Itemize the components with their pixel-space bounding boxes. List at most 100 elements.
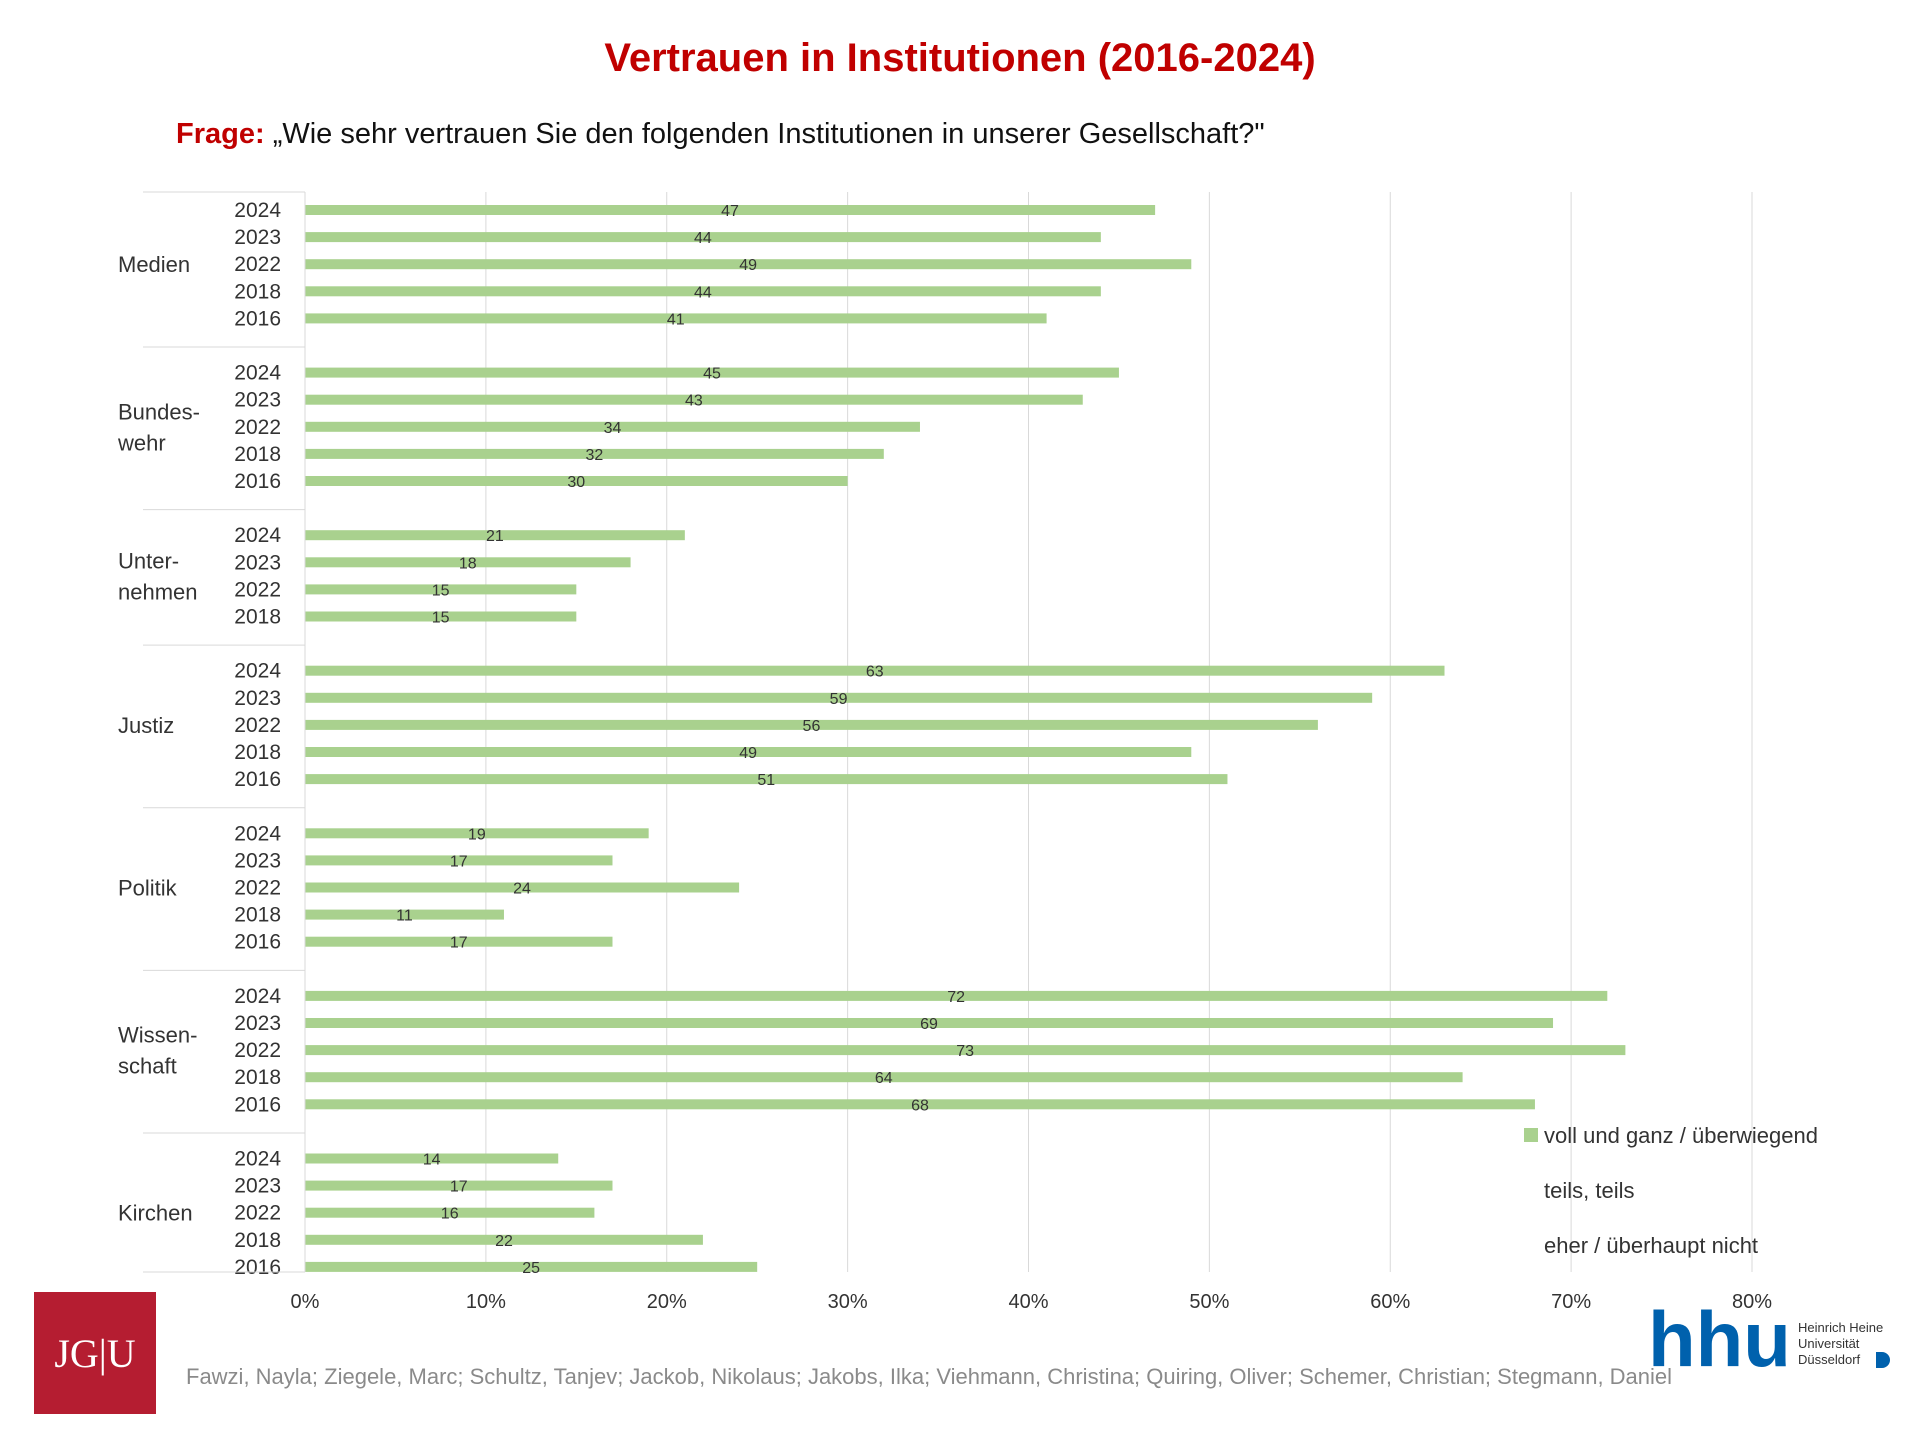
data-label: 59	[830, 691, 848, 708]
group-label: Kirchen	[118, 1201, 193, 1226]
year-label: 2016	[234, 470, 281, 493]
bar	[305, 855, 613, 866]
data-label: 11	[396, 908, 413, 925]
author-credits: Fawzi, Nayla; Ziegele, Marc; Schultz, Ta…	[186, 1364, 1673, 1389]
year-label: 2022	[234, 253, 281, 276]
hhu-logo-mark	[1876, 1352, 1890, 1368]
x-tick-label: 30%	[828, 1291, 868, 1313]
legend-entry: teils, teils	[1544, 1178, 1634, 1203]
year-label: 2016	[234, 768, 281, 791]
year-label: 2018	[234, 904, 281, 927]
bar	[305, 1153, 559, 1164]
data-label: 18	[459, 555, 477, 572]
hhu-logo: hhu Heinrich Heine Universität Düsseldor…	[1648, 1304, 1890, 1383]
bar	[305, 747, 1192, 757]
group-label: Justiz	[118, 713, 174, 738]
group-label: nehmen	[118, 579, 198, 604]
group-label: Medien	[118, 252, 190, 277]
chart-title: Vertrauen in Institutionen (2016-2024)	[604, 36, 1316, 80]
hhu-subtitle-3: Düsseldorf	[1798, 1352, 1861, 1367]
data-label: 14	[423, 1152, 441, 1169]
data-label: 34	[604, 420, 622, 437]
year-label: 2016	[234, 307, 281, 330]
year-label: 2022	[234, 416, 281, 439]
bar	[305, 1234, 703, 1245]
data-label: 19	[468, 826, 486, 843]
question-text: „Wie sehr vertrauen Sie den folgenden In…	[272, 118, 1265, 150]
x-tick-label: 50%	[1189, 1291, 1229, 1313]
bar	[305, 665, 1445, 676]
year-label: 2022	[234, 1202, 281, 1225]
bar	[305, 1261, 758, 1272]
year-label: 2016	[234, 1256, 281, 1279]
data-label: 45	[703, 366, 721, 383]
year-label: 2024	[234, 199, 281, 222]
year-label: 2016	[234, 1093, 281, 1116]
year-label: 2022	[234, 1039, 281, 1062]
bar	[305, 259, 1192, 270]
x-tick-label: 60%	[1370, 1291, 1410, 1313]
jgu-logo-text: JG|U	[54, 1330, 136, 1376]
data-label: 32	[586, 447, 604, 464]
jgu-logo: JG|U	[34, 1292, 156, 1414]
x-tick-label: 20%	[647, 1291, 687, 1313]
year-label: 2022	[234, 877, 281, 900]
group-label: wehr	[117, 430, 166, 455]
bar	[305, 205, 1156, 215]
data-label: 21	[486, 528, 504, 545]
legend-entry: eher / überhaupt nicht	[1544, 1233, 1758, 1258]
bar	[305, 476, 848, 486]
data-label: 56	[803, 718, 821, 735]
bar	[305, 367, 1119, 378]
bar	[305, 692, 1373, 703]
year-label: 2023	[234, 1175, 281, 1198]
x-tick-label: 10%	[466, 1291, 506, 1313]
x-tick-label: 70%	[1551, 1291, 1591, 1313]
x-tick-label: 40%	[1008, 1291, 1048, 1313]
bar	[305, 828, 649, 839]
bar	[305, 232, 1101, 243]
year-label: 2018	[234, 606, 281, 629]
data-label: 24	[513, 881, 531, 898]
bar	[305, 313, 1047, 324]
data-label: 51	[757, 772, 775, 789]
year-label: 2024	[234, 362, 281, 385]
x-tick-label: 0%	[291, 1291, 320, 1313]
data-label: 72	[947, 989, 965, 1006]
group-label: Politik	[118, 876, 178, 901]
data-label: 17	[450, 853, 468, 870]
group-label: Unter-	[118, 548, 179, 573]
legend-swatch	[1524, 1128, 1538, 1142]
year-label: 2016	[234, 931, 281, 954]
data-label: 63	[866, 664, 884, 681]
bar	[305, 1045, 1626, 1056]
data-label: 69	[920, 1016, 938, 1033]
bar	[305, 774, 1228, 785]
bar	[305, 611, 577, 622]
year-label: 2023	[234, 849, 281, 872]
bar	[305, 990, 1608, 1001]
data-label: 15	[432, 582, 450, 599]
bar	[305, 394, 1083, 405]
bar	[305, 1072, 1463, 1083]
x-tick-label: 80%	[1732, 1291, 1772, 1313]
bar	[305, 1099, 1535, 1110]
legend-entry: voll und ganz / überwiegend	[1544, 1123, 1818, 1148]
question-line: Frage: „Wie sehr vertrauen Sie den folge…	[176, 118, 1265, 151]
data-label: 73	[956, 1043, 974, 1060]
data-label: 49	[739, 745, 757, 762]
group-label: schaft	[118, 1054, 177, 1079]
year-label: 2018	[234, 1066, 281, 1089]
data-label: 44	[694, 284, 712, 301]
data-label: 17	[450, 935, 468, 952]
year-label: 2018	[234, 443, 281, 466]
bar	[305, 936, 613, 947]
bar	[305, 557, 631, 568]
data-label: 49	[739, 257, 757, 274]
bar	[305, 1018, 1554, 1028]
bar	[305, 882, 740, 893]
year-label: 2023	[234, 687, 281, 710]
group-label: Bundes-	[118, 399, 200, 424]
bar	[305, 448, 884, 459]
hhu-subtitle-2: Universität	[1798, 1336, 1860, 1351]
